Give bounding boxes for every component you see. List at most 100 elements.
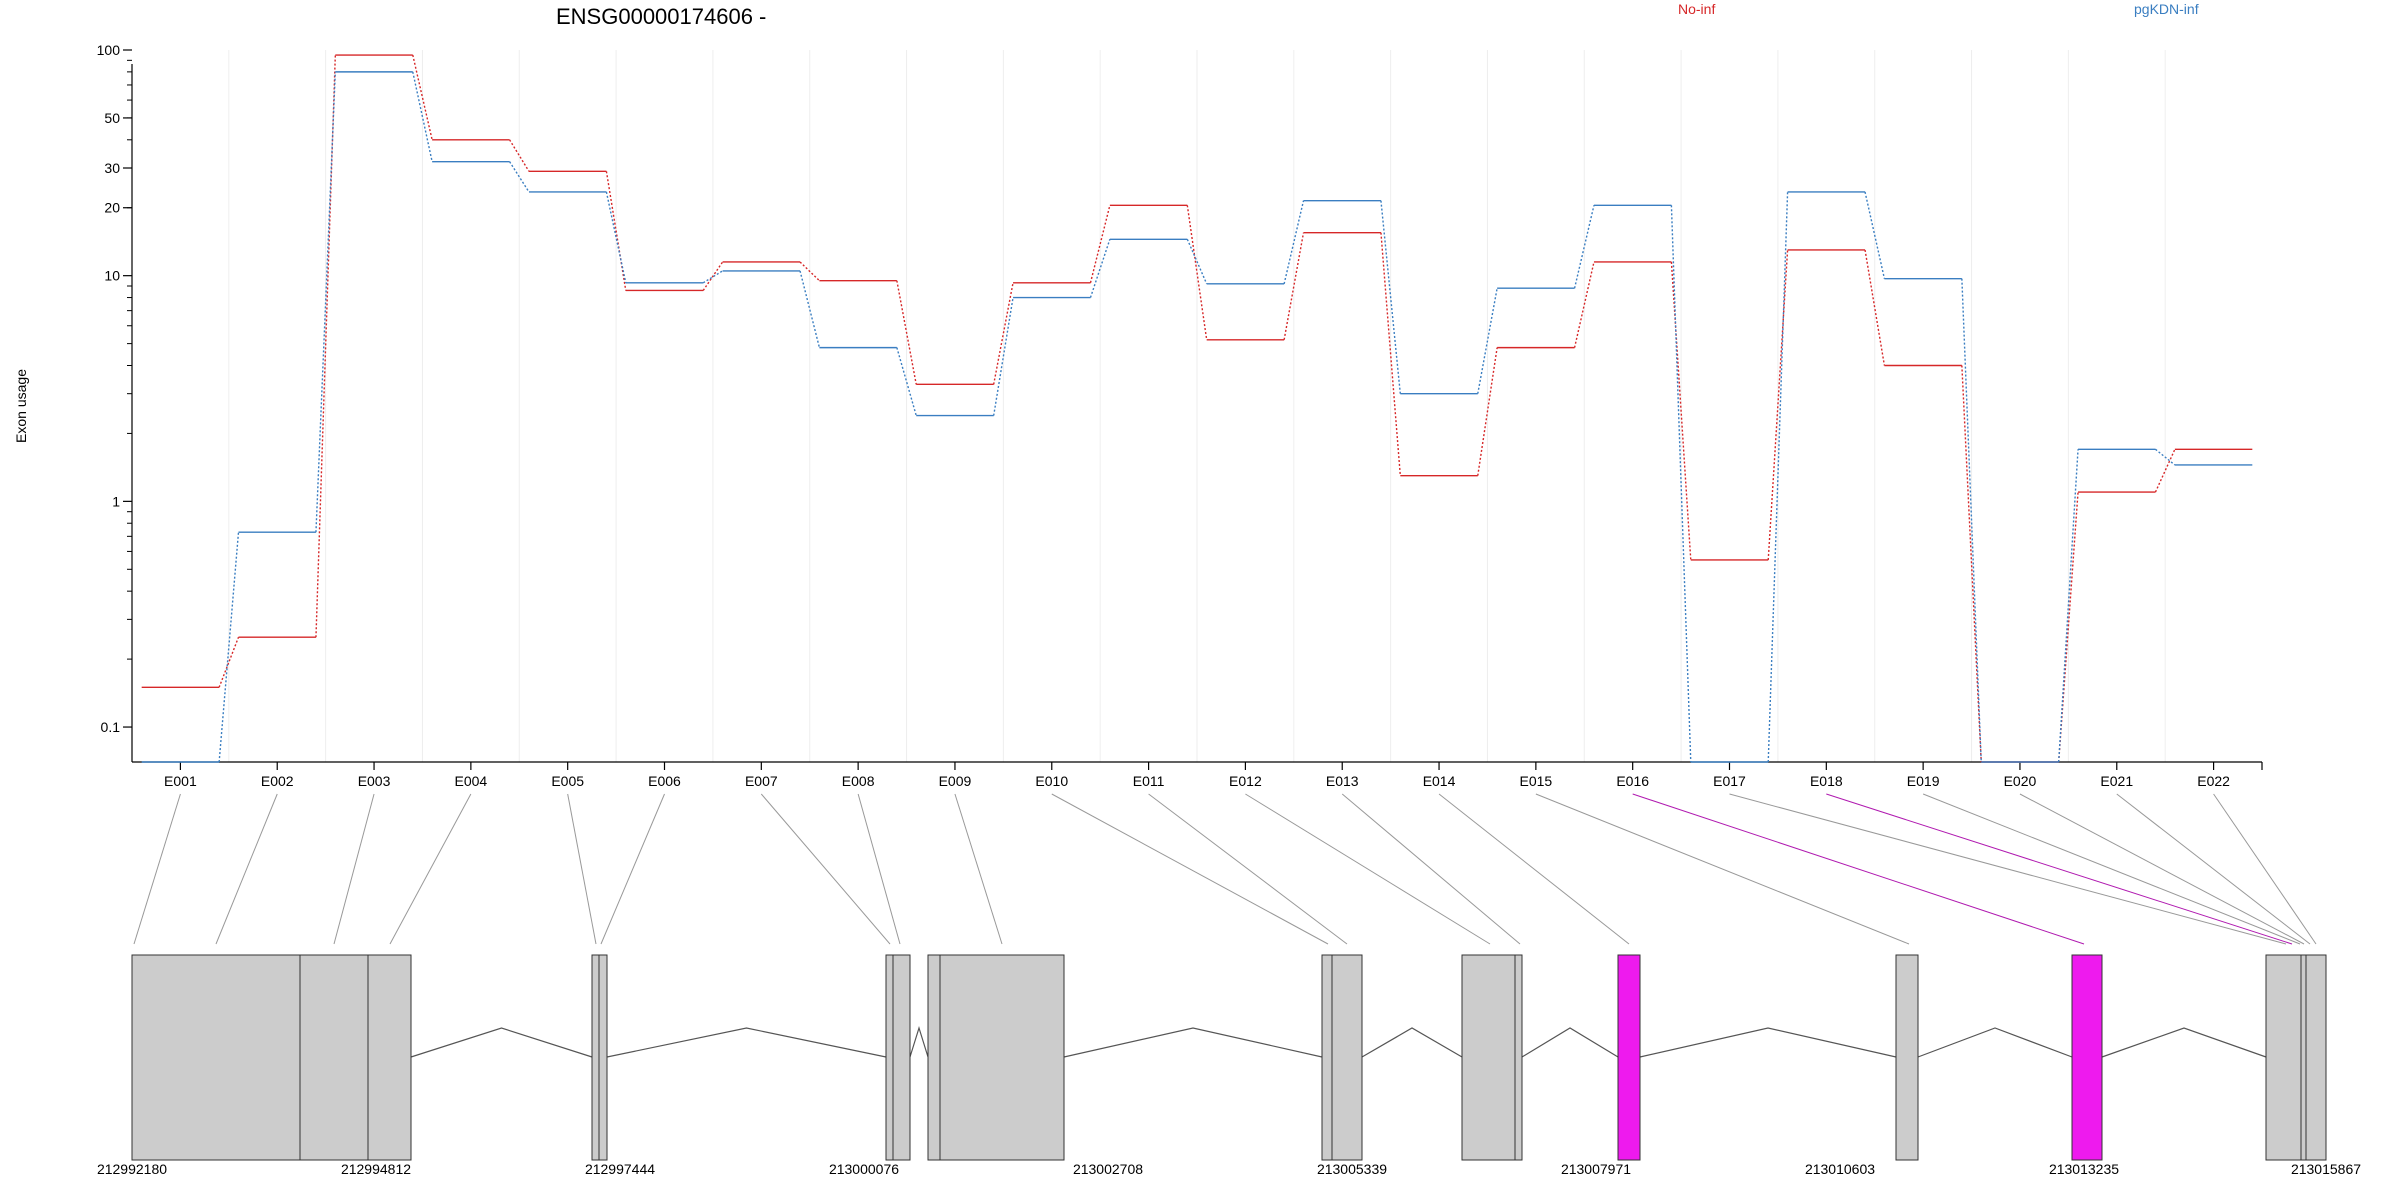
x-tick-label: E010 bbox=[1035, 773, 1068, 789]
series-transition bbox=[799, 261, 820, 282]
x-tick-label: E016 bbox=[1616, 773, 1649, 789]
series-transition bbox=[702, 261, 724, 291]
series-transition bbox=[1670, 205, 1692, 763]
y-tick-label: 1 bbox=[112, 493, 120, 509]
axes: 0.1 1 10 20 30 50 100 E001 E002 E003 E004 E005 E006 E… bbox=[97, 42, 2263, 789]
x-tick-label: E012 bbox=[1229, 773, 1262, 789]
x-tick-label: E013 bbox=[1326, 773, 1359, 789]
series-transition bbox=[799, 270, 821, 348]
exon bbox=[2305, 954, 2327, 1161]
y-tick-label: 30 bbox=[104, 160, 120, 176]
x-tick-label: E001 bbox=[164, 773, 197, 789]
exon bbox=[131, 954, 301, 1161]
series-transition bbox=[605, 191, 627, 283]
legend-label-pgkdn-inf: pgKDN-inf bbox=[2134, 1, 2199, 17]
series-transition bbox=[896, 280, 917, 385]
grid bbox=[228, 50, 2166, 762]
connector-e005 bbox=[567, 793, 597, 945]
legend-label-no-inf: No-inf bbox=[1678, 1, 1715, 17]
chart-title: ENSG00000174606 - bbox=[556, 4, 766, 29]
connector-e019 bbox=[1922, 793, 2301, 945]
exon bbox=[591, 954, 600, 1161]
coordinate-label: 212992180 bbox=[97, 1161, 167, 1177]
series-transition bbox=[412, 54, 433, 140]
series-transition bbox=[1380, 200, 1402, 394]
coordinate-label: 213002708 bbox=[1073, 1161, 1143, 1177]
series-transition bbox=[1864, 191, 1886, 279]
gene-model: 212992180 212994812 212997444 213000076 2130… bbox=[97, 954, 2361, 1177]
x-tick-label: E007 bbox=[745, 773, 778, 789]
exon bbox=[927, 954, 941, 1161]
y-tick-label: 20 bbox=[104, 200, 120, 216]
exon bbox=[1461, 954, 1516, 1161]
coordinate-label: 213015867 bbox=[2291, 1161, 2361, 1177]
series-transition bbox=[1477, 347, 1498, 476]
connector-e012 bbox=[1245, 793, 1491, 945]
connector-e010 bbox=[1051, 793, 1329, 945]
connector-e006 bbox=[600, 793, 665, 945]
coordinate-label: 213010603 bbox=[1805, 1161, 1875, 1177]
x-tick-label: E009 bbox=[939, 773, 972, 789]
series-transition bbox=[1670, 261, 1692, 561]
x-tick-label: E006 bbox=[648, 773, 681, 789]
intron bbox=[606, 1027, 887, 1058]
x-tick-label: E008 bbox=[842, 773, 875, 789]
x-tick-label: E004 bbox=[455, 773, 488, 789]
series-transition bbox=[1089, 205, 1111, 283]
x-tick-label: E011 bbox=[1133, 773, 1165, 789]
exon bbox=[299, 954, 369, 1161]
coordinate-label: 213000076 bbox=[829, 1161, 899, 1177]
series-transition bbox=[315, 71, 337, 533]
connector-e022 bbox=[2213, 793, 2317, 945]
coordinate-label: 213007971 bbox=[1561, 1161, 1631, 1177]
x-tick-label: E019 bbox=[1907, 773, 1940, 789]
exon bbox=[1895, 954, 1919, 1161]
connector-e016 bbox=[1632, 793, 2085, 945]
connector-e007 bbox=[760, 793, 891, 945]
connector-e014 bbox=[1438, 793, 1630, 945]
intron bbox=[2101, 1027, 2267, 1058]
series-transition bbox=[1961, 278, 1982, 763]
x-tick-label: E020 bbox=[2004, 773, 2037, 789]
series-transition bbox=[1767, 191, 1789, 763]
coordinate-label: 212997444 bbox=[585, 1161, 655, 1177]
x-tick-label: E021 bbox=[2100, 773, 2133, 789]
y-tick-label: 0.1 bbox=[101, 719, 121, 735]
connector-e018 bbox=[1826, 793, 2293, 945]
series-transition bbox=[1186, 238, 1208, 285]
connector-e003 bbox=[333, 793, 375, 945]
connector-e013 bbox=[1341, 793, 1521, 945]
intron bbox=[1361, 1027, 1463, 1058]
exon-highlight bbox=[1617, 954, 1641, 1161]
y-tick-label: 10 bbox=[104, 268, 120, 284]
series-transition bbox=[218, 636, 240, 688]
y-tick-label: 100 bbox=[97, 42, 121, 58]
series-transition bbox=[1477, 288, 1498, 394]
connector-e008 bbox=[857, 793, 901, 945]
series-transition bbox=[1380, 232, 1402, 476]
intron bbox=[1917, 1027, 2073, 1058]
exon bbox=[1331, 954, 1363, 1161]
exon bbox=[892, 954, 911, 1161]
exon bbox=[367, 954, 412, 1161]
exon bbox=[939, 954, 1065, 1161]
exon-connectors bbox=[133, 793, 2317, 945]
coordinate-label: 212994812 bbox=[341, 1161, 411, 1177]
exon bbox=[1514, 954, 1523, 1161]
y-axis-label: Exon usage bbox=[13, 369, 29, 443]
intron bbox=[410, 1027, 593, 1058]
x-tick-label: E015 bbox=[1520, 773, 1553, 789]
exon bbox=[598, 954, 608, 1161]
series-pgkdn-inf bbox=[141, 71, 2253, 763]
coordinate-label: 213005339 bbox=[1317, 1161, 1387, 1177]
connector-e009 bbox=[954, 793, 1003, 945]
x-tick-label: E017 bbox=[1713, 773, 1746, 789]
x-tick-label: E003 bbox=[358, 773, 391, 789]
series-transition bbox=[1186, 205, 1208, 340]
exon bbox=[2300, 954, 2307, 1161]
intron bbox=[1639, 1027, 1897, 1058]
intron bbox=[1521, 1027, 1619, 1058]
exon bbox=[1321, 954, 1333, 1161]
connector-e021 bbox=[2116, 793, 2311, 945]
